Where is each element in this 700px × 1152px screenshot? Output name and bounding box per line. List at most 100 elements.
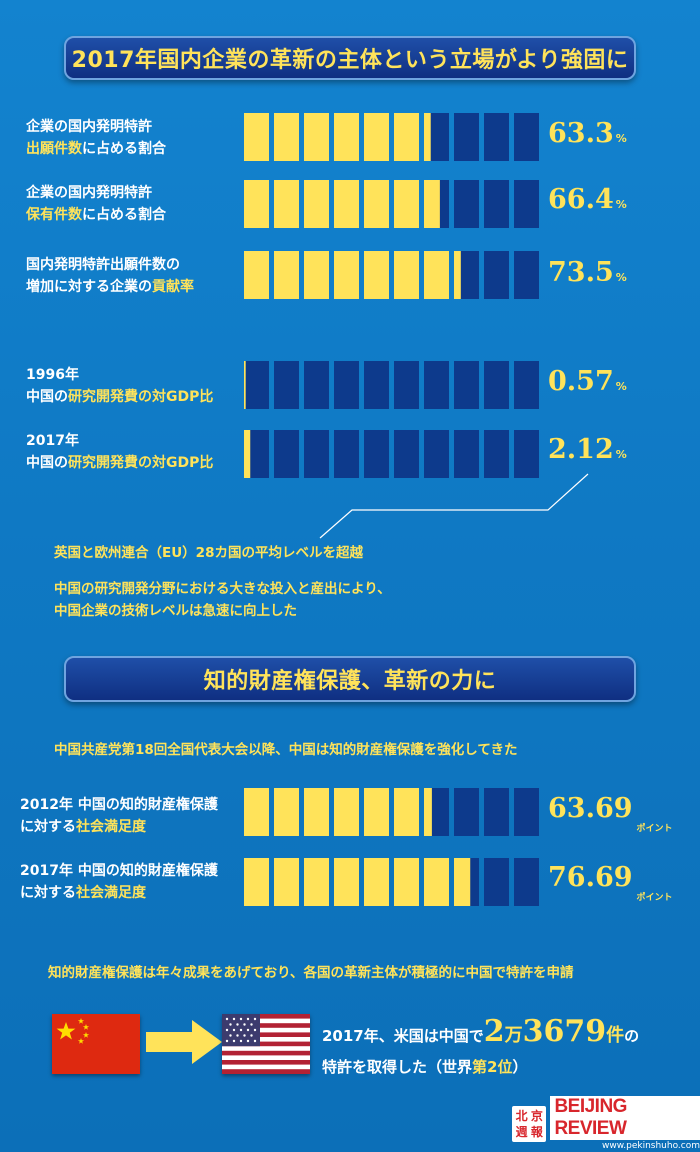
final-line2-post: ） — [512, 1058, 528, 1076]
row-label-satisfaction-2017-line1: 2017年 中国の知的財産権保護 — [20, 863, 218, 879]
logo-char-2: 京 — [530, 1108, 543, 1123]
bar-segment-empty — [364, 430, 389, 478]
bar-segment-empty — [484, 180, 509, 228]
callout-text: 英国と欧州連合（EU）28カ国の平均レベルを超越 — [54, 545, 363, 561]
row-label-2-highlight: 保有件数 — [26, 207, 82, 223]
value-satisfaction-2012-number: 63.69 — [548, 793, 633, 824]
final-big2: 3679 — [522, 1014, 607, 1049]
value-2-unit: % — [615, 198, 627, 211]
bar-segment-empty — [364, 361, 389, 409]
value-satisfaction-2017-number: 76.69 — [548, 862, 633, 893]
row-label-satisfaction-2012: 2012年 中国の知的財産権保護 に対する社会満足度 — [20, 794, 218, 838]
row-label-3: 国内発明特許出願件数の 増加に対する企業の貢献率 — [26, 254, 194, 298]
bar-segment-filled — [334, 251, 359, 299]
bar-segment-empty — [304, 430, 329, 478]
bar-svg — [244, 180, 539, 228]
final-line2-highlight: 第2位 — [472, 1058, 513, 1076]
value-2-number: 66.4 — [548, 184, 614, 215]
bar-segment-filled — [244, 788, 269, 836]
logo-title: BEIJING REVIEW — [550, 1096, 700, 1140]
bar-segment-filled — [274, 788, 299, 836]
bar-segment-filled — [244, 180, 269, 228]
bar-segment-empty — [304, 361, 329, 409]
bar-gdp-2017 — [244, 430, 539, 478]
section2-summary: 知的財産権保護は年々成果をあげており、各国の革新主体が積極的に中国で特許を申請 — [48, 965, 574, 981]
bar-svg — [244, 251, 539, 299]
final-statement-line1: 2017年、米国は中国で2万3679件の — [322, 1014, 639, 1049]
bar-segment-empty — [454, 788, 479, 836]
bar-segment-filled — [424, 113, 431, 161]
logo-url: www.pekinshuho.com — [601, 1141, 700, 1151]
bar-segment-filled — [244, 430, 251, 478]
bar-segment-empty — [454, 113, 479, 161]
bar-outgoing-share — [244, 113, 539, 161]
logo-char-1: 北 — [515, 1108, 528, 1123]
bar-segment-empty — [514, 251, 539, 299]
arrow-right-icon — [146, 1020, 222, 1064]
final-mid1: 万 — [504, 1025, 523, 1046]
bar-segment-filled — [304, 180, 329, 228]
bar-contribution-rate — [244, 251, 539, 299]
bar-svg — [244, 430, 539, 478]
row-label-satisfaction-2017: 2017年 中国の知的財産権保護 に対する社会満足度 — [20, 860, 218, 904]
bar-segment-filled — [274, 113, 299, 161]
bar-segment-empty — [394, 430, 419, 478]
value-satisfaction-2012-unit: ポイント — [636, 824, 673, 834]
value-satisfaction-2012: 63.69ポイント — [548, 793, 673, 834]
final-mid2: 件 — [606, 1025, 625, 1046]
bar-segment-empty — [424, 361, 449, 409]
section2-title: 知的財産権保護、革新の力に — [203, 669, 497, 694]
bar-segment-filled — [304, 858, 329, 906]
bar-segment-empty — [424, 430, 449, 478]
bar-segment-filled — [364, 113, 389, 161]
logo-chars: 北 京 週 報 — [512, 1105, 547, 1142]
note-line-1: 中国の研究開発分野における大きな投入と産出により、 — [54, 581, 391, 597]
bar-segment-filled — [394, 113, 419, 161]
value-3: 73.5% — [548, 257, 627, 288]
row-label-3-highlight: 貢献率 — [152, 279, 194, 295]
value-gdp-2017-number: 2.12 — [548, 434, 614, 465]
bar-satisfaction-2017 — [244, 858, 539, 906]
row-label-gdp-2017: 2017年 中国の研究開発費の対GDP比 — [26, 430, 213, 474]
bar-segment-empty — [454, 361, 479, 409]
row-label-gdp-2017-pre: 中国の — [26, 455, 68, 471]
bar-segment-filled — [424, 788, 432, 836]
row-label-satisfaction-2012-line1: 2012年 中国の知的財産権保護 — [20, 797, 218, 813]
bar-svg — [244, 361, 539, 409]
logo-char-3: 週 — [515, 1124, 528, 1139]
row-label-gdp-2017-highlight: 研究開発費の対GDP比 — [68, 455, 214, 471]
bar-segment-filled — [424, 858, 449, 906]
bar-segment-empty — [484, 251, 509, 299]
logo-char-4: 報 — [530, 1124, 543, 1139]
bar-satisfaction-2012 — [244, 788, 539, 836]
value-1: 63.3% — [548, 118, 627, 149]
value-gdp-2017: 2.12% — [548, 434, 627, 465]
bar-segment-filled — [244, 251, 269, 299]
bar-svg — [244, 113, 539, 161]
bar-segment-empty — [514, 858, 539, 906]
bar-segment-empty — [514, 430, 539, 478]
row-label-gdp-1996: 1996年 中国の研究開発費の対GDP比 — [26, 364, 213, 408]
bar-svg — [244, 858, 539, 906]
bar-segment-filled — [334, 858, 359, 906]
bar-segment-empty — [514, 361, 539, 409]
us-flag-icon — [222, 1014, 310, 1074]
bar-holding-share — [244, 180, 539, 228]
bar-segment-filled — [394, 788, 419, 836]
row-label-gdp-1996-pre: 中国の — [26, 389, 68, 405]
bar-segment-filled — [424, 180, 440, 228]
bar-segment-filled — [334, 113, 359, 161]
bar-segment-empty — [514, 113, 539, 161]
bar-segment-filled — [274, 180, 299, 228]
row-label-2: 企業の国内発明特許 保有件数に占める割合 — [26, 182, 166, 226]
bar-segment-filled — [274, 858, 299, 906]
final-line2-pre: 特許を取得した（世界 — [322, 1058, 473, 1076]
row-label-1-highlight: 出願件数 — [26, 141, 82, 157]
bar-segment-empty — [334, 430, 359, 478]
bar-segment-filled — [274, 251, 299, 299]
bar-segment-filled — [304, 113, 329, 161]
bar-segment-filled — [454, 251, 461, 299]
row-label-satisfaction-2017-highlight: 社会満足度 — [76, 885, 146, 901]
bar-segment-filled — [244, 858, 269, 906]
bar-segment-filled — [334, 180, 359, 228]
